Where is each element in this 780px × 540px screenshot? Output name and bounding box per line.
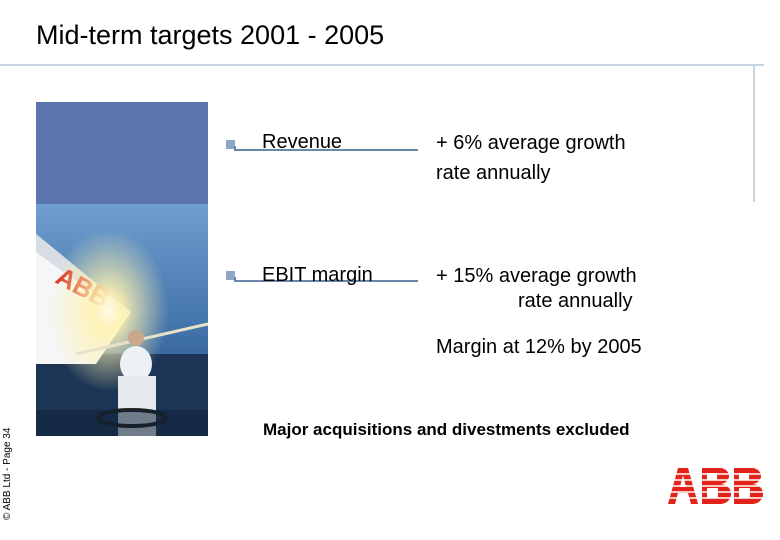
- footnote: Major acquisitions and divestments exclu…: [263, 420, 630, 439]
- margin-note: Margin at 12% by 2005: [436, 336, 642, 358]
- underline-revenue: [234, 146, 418, 151]
- sailboat-image: ABB: [36, 204, 208, 436]
- value-ebit-line1: + 15% average growth: [436, 265, 637, 287]
- bullet-ebit: [226, 271, 235, 280]
- value-revenue-line2: rate annually: [436, 162, 551, 184]
- value-revenue-line1: + 6% average growth: [436, 132, 626, 154]
- value-ebit-line2: rate annually: [518, 290, 633, 312]
- underline-ebit: [234, 277, 418, 282]
- title-divider: [0, 64, 764, 66]
- label-ebit-margin: EBIT margin: [262, 264, 373, 286]
- right-divider: [753, 64, 755, 202]
- slide-title: Mid-term targets 2001 - 2005: [36, 20, 385, 50]
- sailing-photo: ABB: [36, 102, 208, 436]
- copyright-page-label: © ABB Ltd - Page 34: [2, 427, 13, 520]
- bullet-revenue: [226, 140, 235, 149]
- label-revenue: Revenue: [262, 131, 343, 153]
- photo-accent-block: [36, 102, 208, 204]
- abb-logo: [666, 468, 764, 504]
